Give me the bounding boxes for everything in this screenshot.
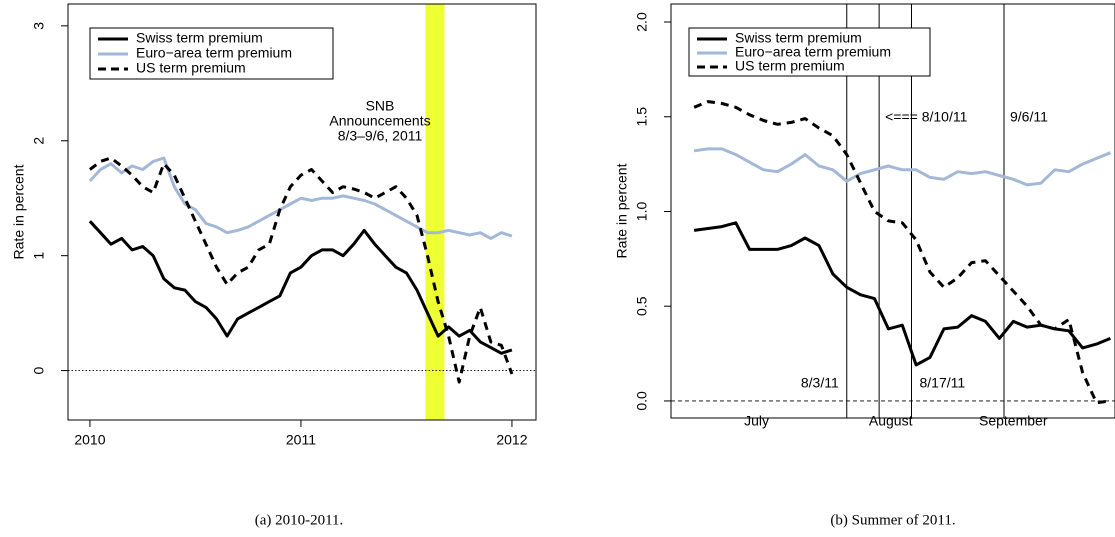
annotation: Announcements xyxy=(329,113,430,129)
y-tick-label: 2.0 xyxy=(634,12,650,32)
legend-box xyxy=(89,27,334,80)
x-tick-label: 2012 xyxy=(496,432,527,448)
y-tick-label: 0.0 xyxy=(634,391,650,411)
annotation: SNB xyxy=(366,98,395,114)
legend-label: US term premium xyxy=(735,58,845,74)
caption: (b) Summer of 2011. xyxy=(830,512,955,528)
event-label: 9/6/11 xyxy=(1010,109,1048,125)
y-tick-label: 2 xyxy=(31,137,47,145)
x-tick-label: September xyxy=(979,413,1048,429)
x-tick-label: July xyxy=(744,413,769,429)
x-tick-label: August xyxy=(869,413,913,429)
y-axis-label: Rate in percent xyxy=(11,164,27,259)
plot-frame xyxy=(67,3,537,421)
y-tick-label: 3 xyxy=(31,22,47,30)
series-line xyxy=(693,221,1111,367)
legend-label: Euro−area term premium xyxy=(735,44,891,60)
plot-area xyxy=(671,4,1115,418)
y-tick-label: 1.0 xyxy=(634,202,650,222)
y-tick-label: 0.5 xyxy=(634,296,650,316)
caption: (a) 2010-2011. xyxy=(255,512,344,528)
highlight-band xyxy=(425,4,445,420)
plot-area xyxy=(68,4,536,420)
legend-box xyxy=(688,27,931,77)
series-line xyxy=(88,156,513,240)
legend-label: Swiss term premium xyxy=(136,30,263,46)
event-label: <=== 8/10/11 xyxy=(885,109,967,125)
legend-label: Euro−area term premium xyxy=(136,45,292,61)
x-tick-label: 2010 xyxy=(74,432,105,448)
series-line xyxy=(88,220,513,355)
event-label: 8/17/11 xyxy=(920,375,966,391)
x-tick-label: 2011 xyxy=(286,432,316,448)
event-label: 8/3/11 xyxy=(801,375,839,391)
series-line xyxy=(88,156,514,384)
y-tick-label: 1.5 xyxy=(634,107,650,127)
y-tick-label: 0 xyxy=(31,366,47,374)
legend-label: US term premium xyxy=(136,60,246,76)
annotation: 8/3–9/6, 2011 xyxy=(338,128,423,144)
series-line xyxy=(693,100,1111,405)
y-tick-label: 1 xyxy=(31,252,47,260)
y-axis-label: Rate in percent xyxy=(614,163,630,258)
legend-label: Swiss term premium xyxy=(735,30,862,46)
series-line xyxy=(693,147,1111,187)
